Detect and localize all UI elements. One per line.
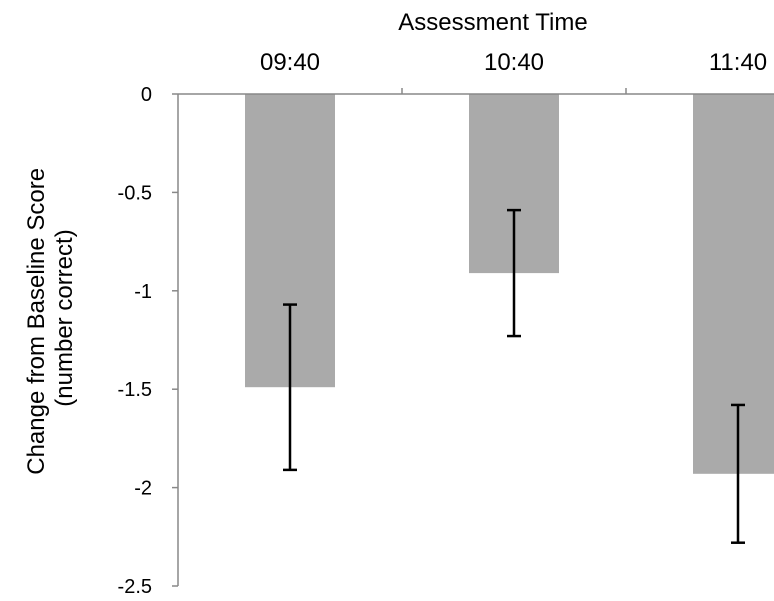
y-axis-title-line-2: (number correct) (51, 229, 78, 406)
plot-area: 0 -0.5 -1 -1.5 -2 -2.5 09:40 10:40 11:40 (118, 49, 774, 598)
x-category-label: 11:40 (709, 49, 767, 76)
y-axis-title: Change from Baseline Score (number corre… (23, 161, 78, 475)
y-tick-label: 0 (141, 84, 152, 106)
bar-11:40 (693, 94, 774, 474)
y-tick-label: -2 (134, 478, 152, 500)
x-axis-title: Assessment Time (398, 9, 587, 36)
y-tick-label: -2.5 (118, 576, 152, 596)
y-axis-title-line-1: Change from Baseline Score (23, 168, 50, 475)
y-tick-label: -1 (134, 281, 152, 303)
y-tick-label: -0.5 (118, 182, 152, 204)
x-category-label: 09:40 (260, 49, 320, 76)
y-tick-label: -1.5 (118, 379, 152, 401)
x-category-label: 10:40 (484, 49, 544, 76)
